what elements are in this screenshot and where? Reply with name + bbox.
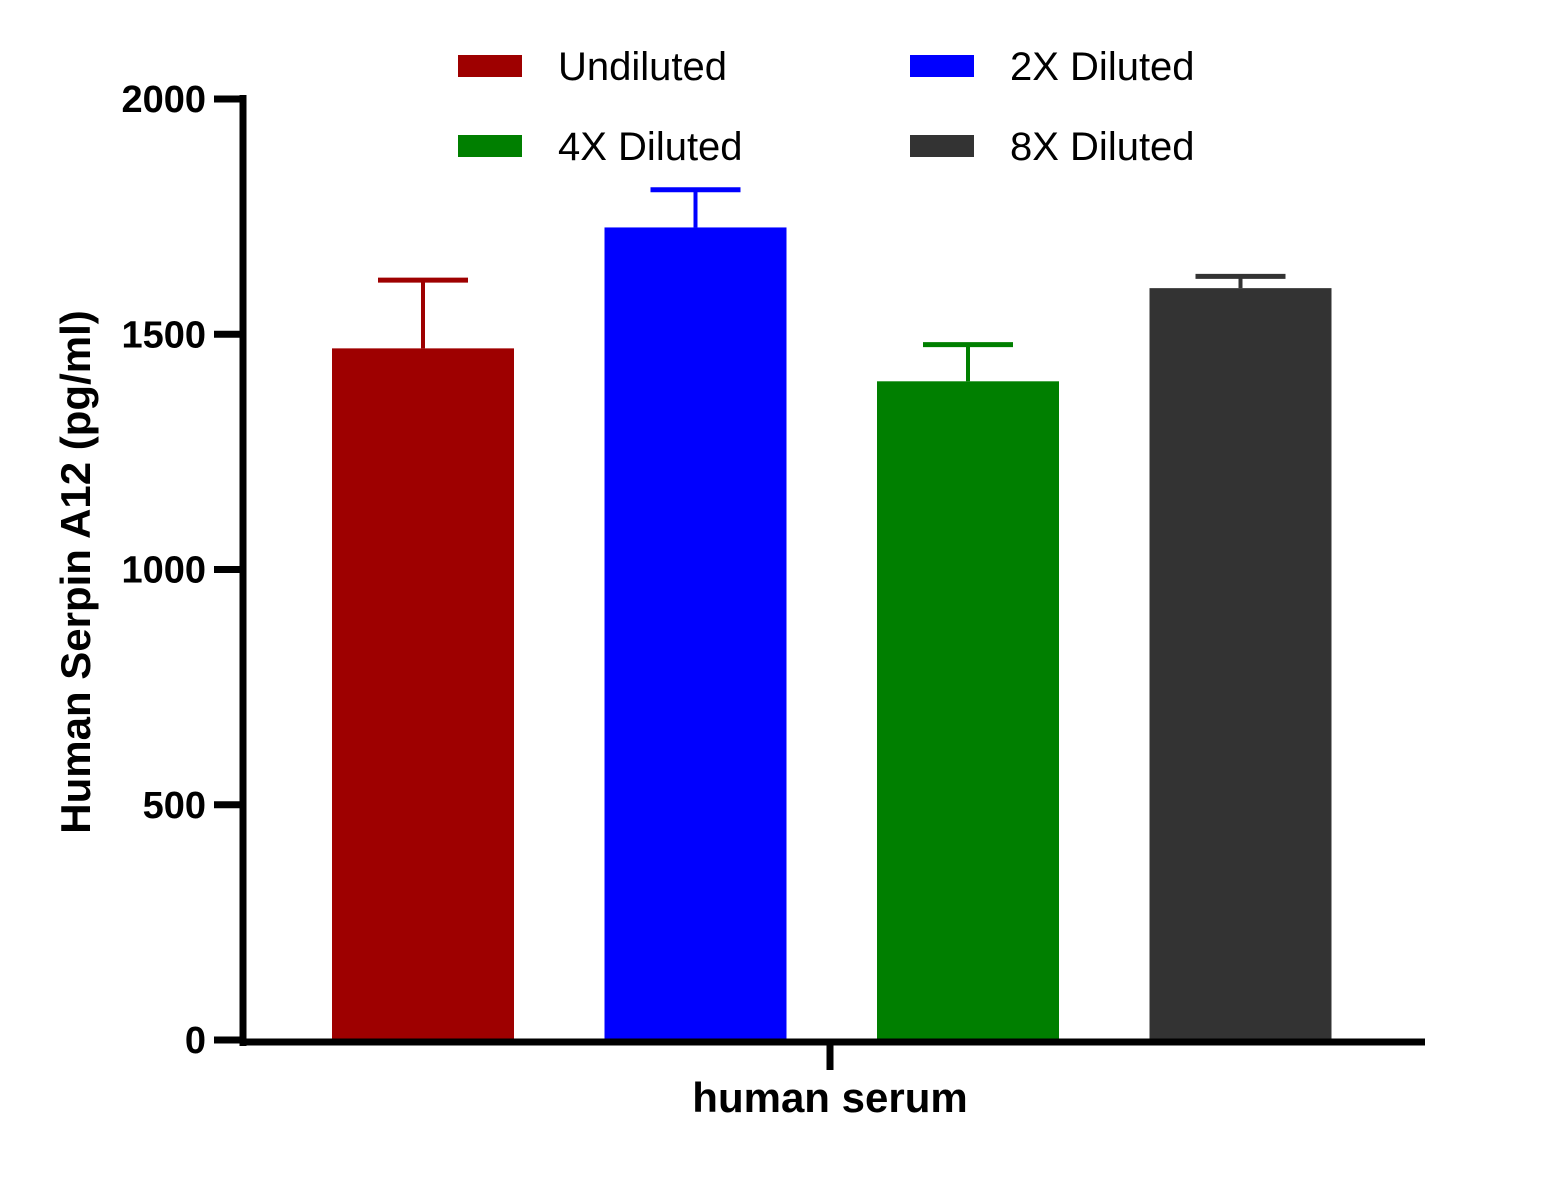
y-axis-label: Human Serpin A12 (pg/ml) [52, 310, 99, 834]
legend-label: 8X Diluted [1010, 125, 1195, 169]
legend-swatch [910, 55, 974, 77]
legend-label: Undiluted [558, 45, 727, 89]
bar [877, 381, 1059, 1040]
legend-swatch [458, 135, 522, 157]
y-ticks: 0 500 1000 1500 2000 [121, 79, 243, 1062]
bar [1149, 288, 1332, 1040]
y-tick-label: 1000 [121, 550, 206, 592]
legend: Undiluted 2X Diluted 4X Diluted 8X Diluted [458, 45, 1195, 169]
y-tick-label: 0 [185, 1020, 206, 1062]
y-tick-label: 1500 [121, 314, 206, 356]
y-tick-label: 2000 [121, 79, 206, 121]
bar [332, 348, 514, 1040]
legend-swatch [910, 135, 974, 157]
legend-label: 4X Diluted [558, 125, 743, 169]
bar [604, 227, 787, 1040]
legend-swatch [458, 55, 522, 77]
y-tick-label: 500 [143, 785, 206, 827]
bars [332, 187, 1332, 1040]
legend-label: 2X Diluted [1010, 45, 1195, 89]
x-axis-label: human serum [692, 1074, 967, 1121]
